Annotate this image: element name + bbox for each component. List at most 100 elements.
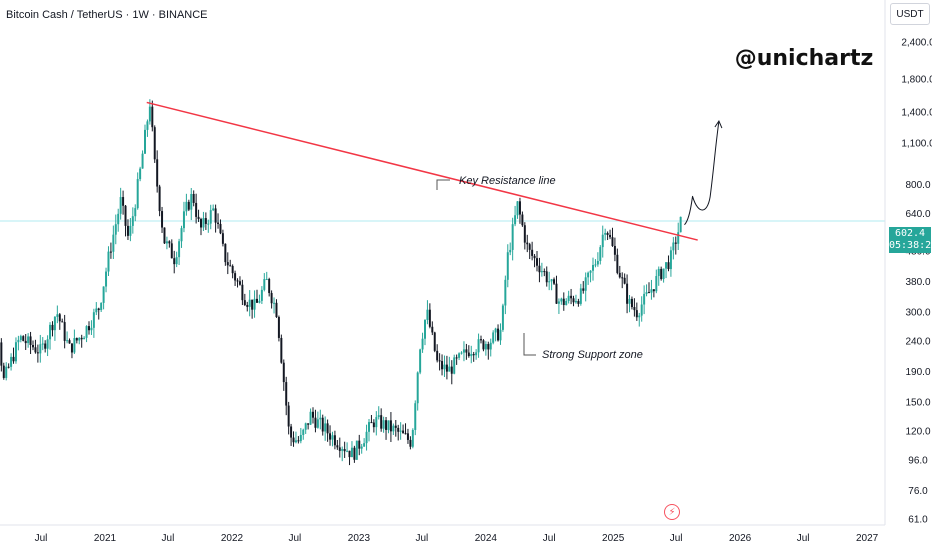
candle-body xyxy=(280,337,283,363)
candle-body xyxy=(5,366,8,378)
candle-body xyxy=(475,352,478,356)
currency-unit-button[interactable]: USDT xyxy=(890,3,930,25)
candle-body xyxy=(570,295,573,299)
candle-body xyxy=(565,300,568,306)
candle-body xyxy=(336,445,339,448)
candle-body xyxy=(58,314,61,322)
candle-body xyxy=(526,242,529,245)
candle-body xyxy=(467,352,470,357)
candle-body xyxy=(577,301,580,304)
candle-body xyxy=(253,298,256,310)
price-axis-tick-label: 190.0 xyxy=(905,367,930,378)
symbol-title: Bitcoin Cash / TetherUS · 1W · BINANCE xyxy=(6,9,208,21)
candle-body xyxy=(428,309,431,327)
candle-body xyxy=(270,293,273,304)
candle-body xyxy=(236,280,239,282)
candle-body xyxy=(109,251,112,253)
time-axis-tick-label: 2025 xyxy=(602,533,625,544)
candle-body xyxy=(611,237,614,246)
candle-body xyxy=(139,168,142,180)
candle-body xyxy=(24,340,27,344)
candle-body xyxy=(370,422,373,424)
candle-body xyxy=(545,271,548,283)
candle-body xyxy=(372,422,375,428)
candle-body xyxy=(290,426,293,438)
candle-body xyxy=(424,319,426,339)
candle-body xyxy=(414,403,417,430)
candle-body xyxy=(623,277,626,284)
candle-body xyxy=(450,366,453,374)
candle-body xyxy=(32,344,34,348)
candle-body xyxy=(385,420,388,430)
candle-body xyxy=(604,232,607,235)
candle-body xyxy=(521,214,524,226)
candle-body xyxy=(70,343,73,353)
candle-body xyxy=(609,234,612,238)
candle-body xyxy=(212,208,215,211)
candle-body xyxy=(399,430,402,432)
candle-body xyxy=(672,242,675,251)
candle-body xyxy=(409,439,412,447)
candle-body xyxy=(275,302,278,318)
candle-body xyxy=(158,186,161,212)
candle-body xyxy=(292,437,295,443)
candle-body xyxy=(105,271,108,287)
candle-body xyxy=(297,440,300,442)
candle-body xyxy=(146,121,149,130)
candle-body xyxy=(560,298,563,302)
candle-body xyxy=(338,447,341,451)
candle-body xyxy=(29,336,32,345)
candle-body xyxy=(387,420,390,430)
candle-body xyxy=(633,307,636,311)
candle-body xyxy=(238,281,241,285)
price-axis-tick-label: 1,800.0 xyxy=(901,75,932,86)
candle-body xyxy=(635,310,638,318)
candle-body xyxy=(134,208,137,217)
price-axis-tick-label: 300.0 xyxy=(905,308,930,319)
candle-body xyxy=(621,277,624,279)
time-axis-tick-label: 2024 xyxy=(475,533,498,544)
candle-body xyxy=(375,417,378,428)
candle-body xyxy=(309,411,312,425)
candle-body xyxy=(628,298,631,304)
candle-body xyxy=(263,279,266,290)
candle-body xyxy=(484,344,487,350)
candle-body xyxy=(307,423,310,425)
candle-body xyxy=(246,305,249,307)
candle-body xyxy=(314,417,317,428)
candle-body xyxy=(509,249,512,253)
candle-body xyxy=(231,265,234,274)
candle-body xyxy=(182,211,185,229)
candle-body xyxy=(368,422,370,432)
candle-body xyxy=(68,340,71,344)
candle-body xyxy=(404,433,407,435)
resistance-trendline[interactable] xyxy=(146,101,698,241)
candle-body xyxy=(353,447,356,460)
candle-body xyxy=(548,281,551,283)
candle-body xyxy=(156,159,159,187)
candle-body xyxy=(567,295,570,301)
candle-body xyxy=(0,342,3,366)
candle-body xyxy=(416,372,419,404)
candle-body xyxy=(589,270,592,273)
candle-body xyxy=(355,440,358,460)
support-callout-line xyxy=(523,333,536,356)
candle-body xyxy=(151,106,154,128)
candle-body xyxy=(421,338,424,350)
candle-body xyxy=(268,279,271,294)
candle-body xyxy=(107,251,110,272)
lightning-icon[interactable]: ⚡ xyxy=(664,504,680,520)
candle-body xyxy=(531,249,534,256)
price-axis-tick-label: 1,400.0 xyxy=(901,107,932,118)
candle-body xyxy=(224,243,227,263)
candle-body xyxy=(248,299,251,307)
time-axis-tick-label: 2021 xyxy=(94,533,117,544)
price-axis-tick-label: 120.0 xyxy=(905,427,930,438)
candle-body xyxy=(657,268,660,277)
candle-body xyxy=(640,304,643,316)
candle-body xyxy=(200,219,202,228)
price-axis-tick-label: 61.0 xyxy=(908,514,928,525)
candle-body xyxy=(462,349,465,353)
support-annotation-label: Strong Support zone xyxy=(542,349,643,361)
